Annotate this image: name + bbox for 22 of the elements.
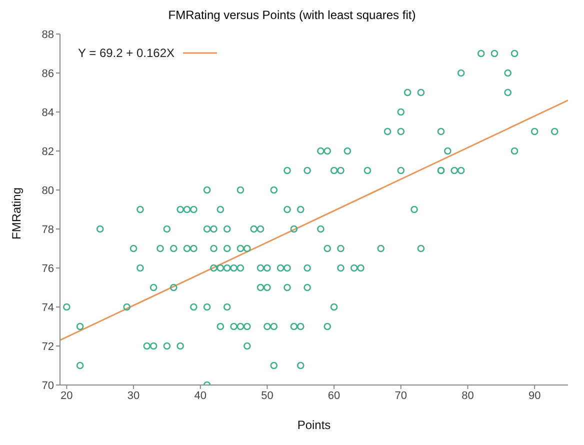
x-tick-label: 80 — [462, 390, 474, 402]
x-tick-label: 70 — [394, 390, 408, 402]
x-tick-label: 90 — [528, 390, 541, 402]
y-axis-title: FMRating — [9, 187, 24, 240]
y-tick-label: 86 — [42, 68, 54, 80]
x-tick-label: 50 — [261, 390, 274, 402]
y-tick-label: 74 — [42, 302, 54, 314]
y-tick-label: 82 — [42, 146, 54, 158]
y-tick-label: 76 — [42, 262, 54, 275]
x-axis-title: Points — [297, 418, 331, 432]
y-tick-label: 70 — [42, 380, 54, 392]
legend-label: Y = 69.2 + 0.162X — [78, 46, 175, 60]
y-tick-label: 88 — [42, 28, 54, 41]
x-tick-label: 20 — [60, 390, 73, 402]
x-tick-label: 60 — [328, 390, 340, 402]
x-tick-label: 30 — [127, 390, 140, 402]
y-tick-label: 84 — [42, 106, 54, 119]
y-tick-label: 72 — [42, 340, 54, 353]
y-tick-label: 80 — [42, 184, 54, 197]
x-tick-label: 40 — [194, 390, 206, 402]
y-tick-label: 78 — [42, 224, 54, 236]
chart-title: FMRating versus Points (with least squares fit) — [167, 8, 417, 24]
